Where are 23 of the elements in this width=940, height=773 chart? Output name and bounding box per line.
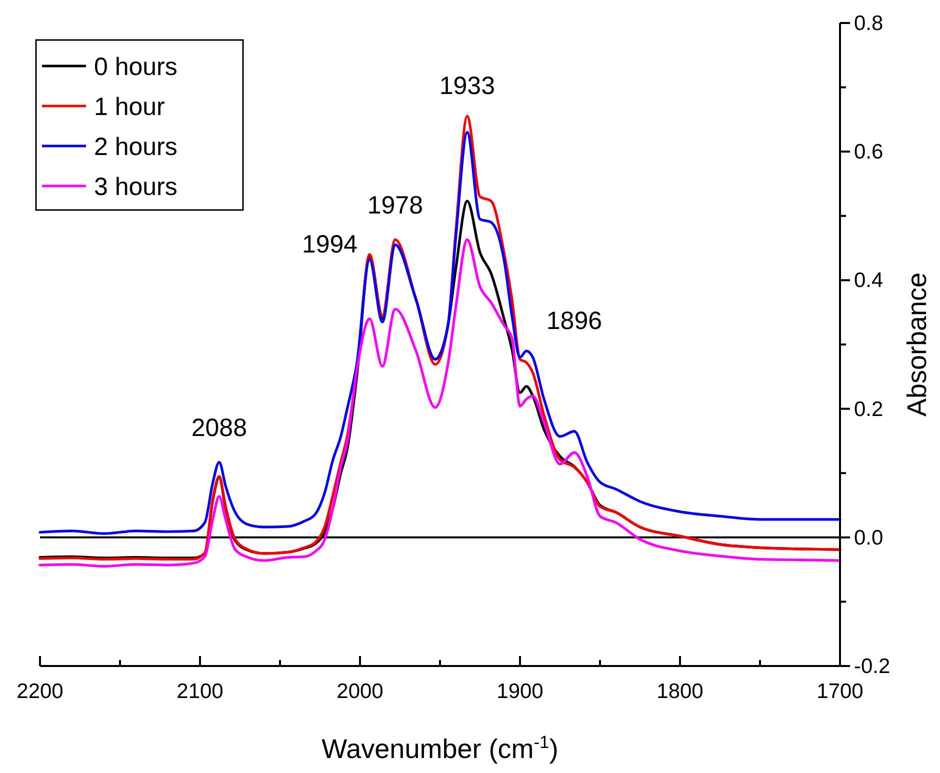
annotation: 1978 <box>367 192 424 220</box>
y-tick-label: 0.0 <box>854 526 884 550</box>
annotation: 1994 <box>302 230 358 258</box>
legend-label: 3 hours <box>94 173 178 201</box>
y-tick-label: 0.4 <box>854 269 884 292</box>
x-tick-label: 1800 <box>656 680 704 703</box>
x-tick-label: 2100 <box>176 680 224 703</box>
y-axis-title: Absorbance <box>902 272 932 417</box>
y-tick-label: 0.6 <box>854 140 884 164</box>
y-tick-label: -0.2 <box>854 655 890 678</box>
annotation: 1933 <box>439 72 496 100</box>
x-tick-label: 1900 <box>496 680 544 703</box>
x-tick-label: 2000 <box>336 680 384 703</box>
y-tick-label: 0.8 <box>854 12 884 35</box>
annotation: 1896 <box>546 306 602 335</box>
legend-label: 1 hour <box>94 93 165 121</box>
annotation: 2088 <box>191 414 248 442</box>
x-tick-label: 1700 <box>816 680 864 703</box>
x-axis-title: Wavenumber (cm$^{-1}$) <box>322 732 558 764</box>
legend-label: 0 hours <box>94 53 178 81</box>
x-tick-label: 2200 <box>16 680 64 703</box>
legend-label: 2 hours <box>94 133 178 161</box>
y-tick-label: 0.2 <box>854 398 884 421</box>
